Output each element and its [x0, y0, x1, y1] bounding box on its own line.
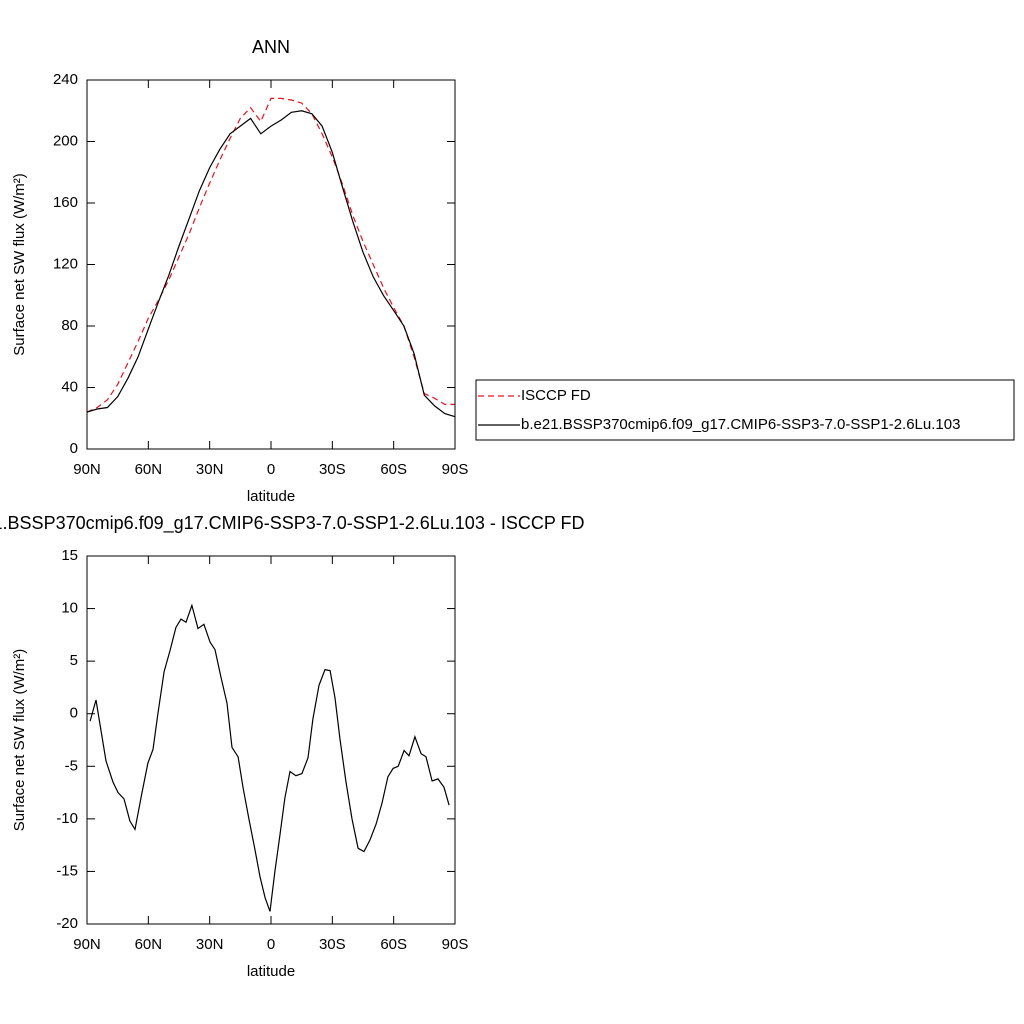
- y-tick-label: 0: [70, 705, 78, 722]
- y-tick-label: 0: [70, 440, 78, 457]
- panel: ANN latitude Surface net SW flux (W/m²) 90N…: [11, 37, 1015, 505]
- y-tick-label: 120: [53, 255, 78, 272]
- panel: b.e21.BSSP370cmip6.f09_g17.CMIP6-SSP3-7.…: [0, 513, 585, 980]
- plot-frame: [86, 555, 456, 925]
- x-tick-label: 60S: [380, 936, 407, 953]
- y-tick-label: -20: [56, 915, 78, 932]
- chart-title: ANN: [252, 37, 290, 57]
- x-tick-label: 0: [267, 936, 275, 953]
- y-tick-label: 200: [53, 132, 78, 149]
- x-tick-label: 0: [267, 461, 275, 478]
- y-tick-label: 240: [53, 71, 78, 88]
- x-tick-label: 60N: [135, 936, 163, 953]
- x-tick-label: 90N: [73, 461, 101, 478]
- x-tick-label: 30N: [196, 936, 224, 953]
- x-axis-label: latitude: [247, 488, 295, 505]
- x-tick-label: 30N: [196, 461, 224, 478]
- y-tick-label: 40: [61, 378, 78, 395]
- y-axis-label: Surface net SW flux (W/m²): [11, 649, 28, 832]
- chart-title: b.e21.BSSP370cmip6.f09_g17.CMIP6-SSP3-7.…: [0, 513, 585, 534]
- x-tick-label: 30S: [319, 461, 346, 478]
- legend-label: ISCCP FD: [521, 387, 591, 404]
- y-tick-label: 80: [61, 317, 78, 334]
- y-tick-label: -5: [65, 757, 78, 774]
- legend-box: [475, 379, 1015, 441]
- y-tick-label: 160: [53, 194, 78, 211]
- x-axis-label: latitude: [247, 963, 295, 980]
- y-tick-label: 10: [61, 600, 78, 617]
- x-tick-label: 90N: [73, 936, 101, 953]
- legend-label: b.e21.BSSP370cmip6.f09_g17.CMIP6-SSP3-7.…: [521, 416, 960, 433]
- y-axis-label: Surface net SW flux (W/m²): [11, 173, 28, 356]
- y-tick-label: 15: [61, 547, 78, 564]
- x-tick-label: 30S: [319, 936, 346, 953]
- plot-frame: [86, 79, 456, 450]
- y-tick-label: 5: [70, 652, 78, 669]
- y-tick-label: -10: [56, 810, 78, 827]
- data-line: [86, 97, 455, 413]
- x-tick-label: 90S: [442, 461, 469, 478]
- data-line: [86, 110, 456, 418]
- x-tick-label: 60S: [380, 461, 407, 478]
- x-tick-label: 90S: [442, 936, 469, 953]
- x-tick-label: 60N: [135, 461, 163, 478]
- y-tick-label: -15: [56, 862, 78, 879]
- data-line: [89, 603, 450, 912]
